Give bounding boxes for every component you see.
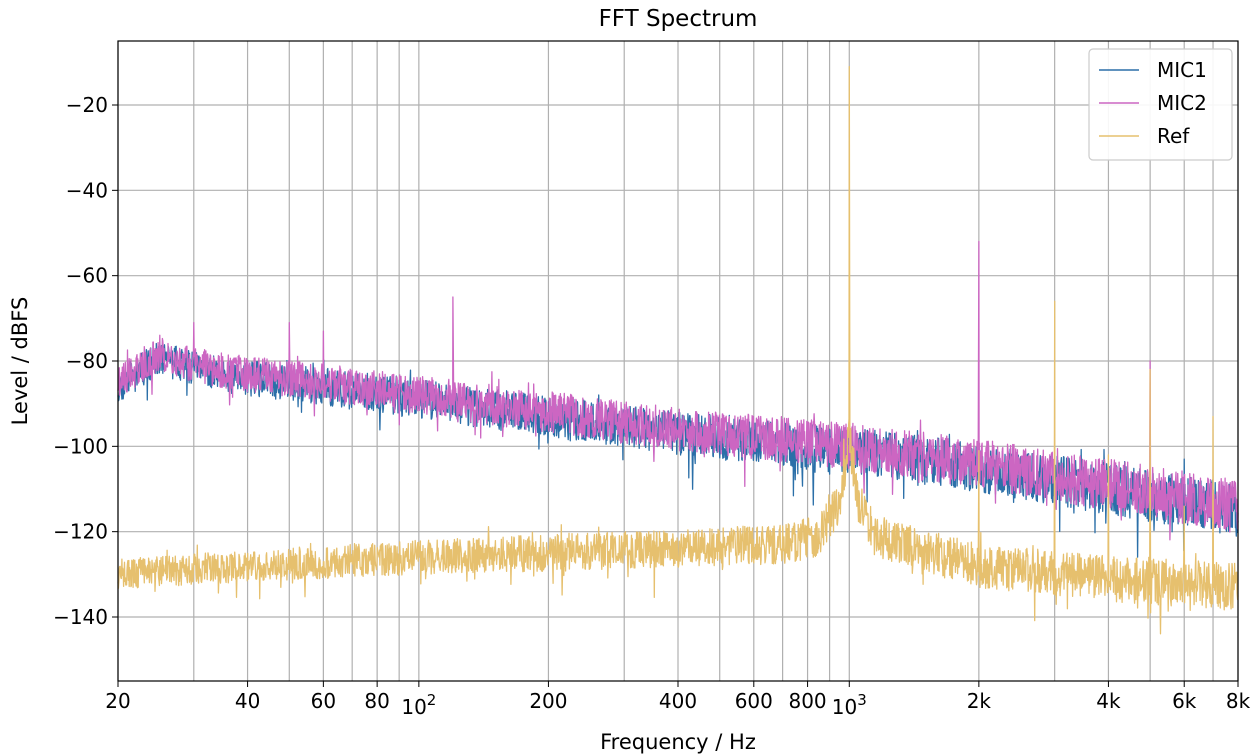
y-tick-label: −80 bbox=[66, 349, 108, 373]
x-tick-label: 200 bbox=[529, 689, 567, 713]
y-tick-label: −100 bbox=[53, 434, 108, 458]
y-tick-label: −20 bbox=[66, 93, 108, 117]
plot-series bbox=[117, 65, 1239, 635]
x-tick-label: 6k bbox=[1172, 689, 1197, 713]
x-tick-label: 2k bbox=[967, 689, 992, 713]
x-tick-label: 600 bbox=[735, 689, 773, 713]
y-tick-label: −60 bbox=[66, 264, 108, 288]
legend: MIC1 MIC2 Ref bbox=[1088, 48, 1233, 161]
legend-label-mic2: MIC2 bbox=[1157, 91, 1207, 115]
y-tick-label: −140 bbox=[53, 605, 108, 629]
legend-label-mic1: MIC1 bbox=[1157, 58, 1207, 82]
y-tick-label: −120 bbox=[53, 520, 108, 544]
y-axis-ticks: −140 −120 −100 −80 −60 −40 −20 bbox=[53, 93, 118, 629]
series-line-ref bbox=[117, 65, 1239, 635]
x-tick-label: 102 bbox=[401, 691, 436, 719]
x-tick-label: 800 bbox=[788, 689, 826, 713]
x-tick-label: 20 bbox=[105, 689, 130, 713]
x-axis-ticks: 20 40 60 80 102 200 400 600 800 103 2k 4k 6k 8k bbox=[105, 681, 1251, 719]
x-tick-label: 8k bbox=[1226, 689, 1251, 713]
x-tick-label: 40 bbox=[235, 689, 260, 713]
x-axis-title: Frequency / Hz bbox=[600, 730, 756, 754]
y-tick-label: −40 bbox=[66, 178, 108, 202]
x-tick-label: 60 bbox=[311, 689, 336, 713]
series-line-mic2 bbox=[117, 240, 1239, 541]
x-tick-label: 80 bbox=[364, 689, 389, 713]
chart-title: FFT Spectrum bbox=[599, 6, 758, 32]
x-tick-label: 103 bbox=[832, 691, 867, 719]
x-tick-label: 400 bbox=[659, 689, 697, 713]
legend-label-ref: Ref bbox=[1157, 124, 1190, 148]
legend-box bbox=[1088, 48, 1233, 161]
x-tick-label: 4k bbox=[1096, 689, 1121, 713]
y-axis-title: Level / dBFS bbox=[8, 297, 32, 426]
